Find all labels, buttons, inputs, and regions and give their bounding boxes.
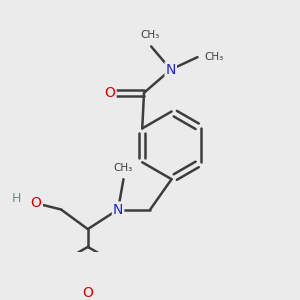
Text: CH₃: CH₃ xyxy=(204,52,223,62)
Text: N: N xyxy=(113,202,123,217)
Text: O: O xyxy=(105,86,116,100)
Text: H: H xyxy=(12,192,22,205)
Text: CH₃: CH₃ xyxy=(114,163,133,173)
Text: N: N xyxy=(166,63,176,76)
Text: CH₃: CH₃ xyxy=(141,30,160,40)
Text: O: O xyxy=(82,286,93,300)
Text: O: O xyxy=(30,196,41,210)
